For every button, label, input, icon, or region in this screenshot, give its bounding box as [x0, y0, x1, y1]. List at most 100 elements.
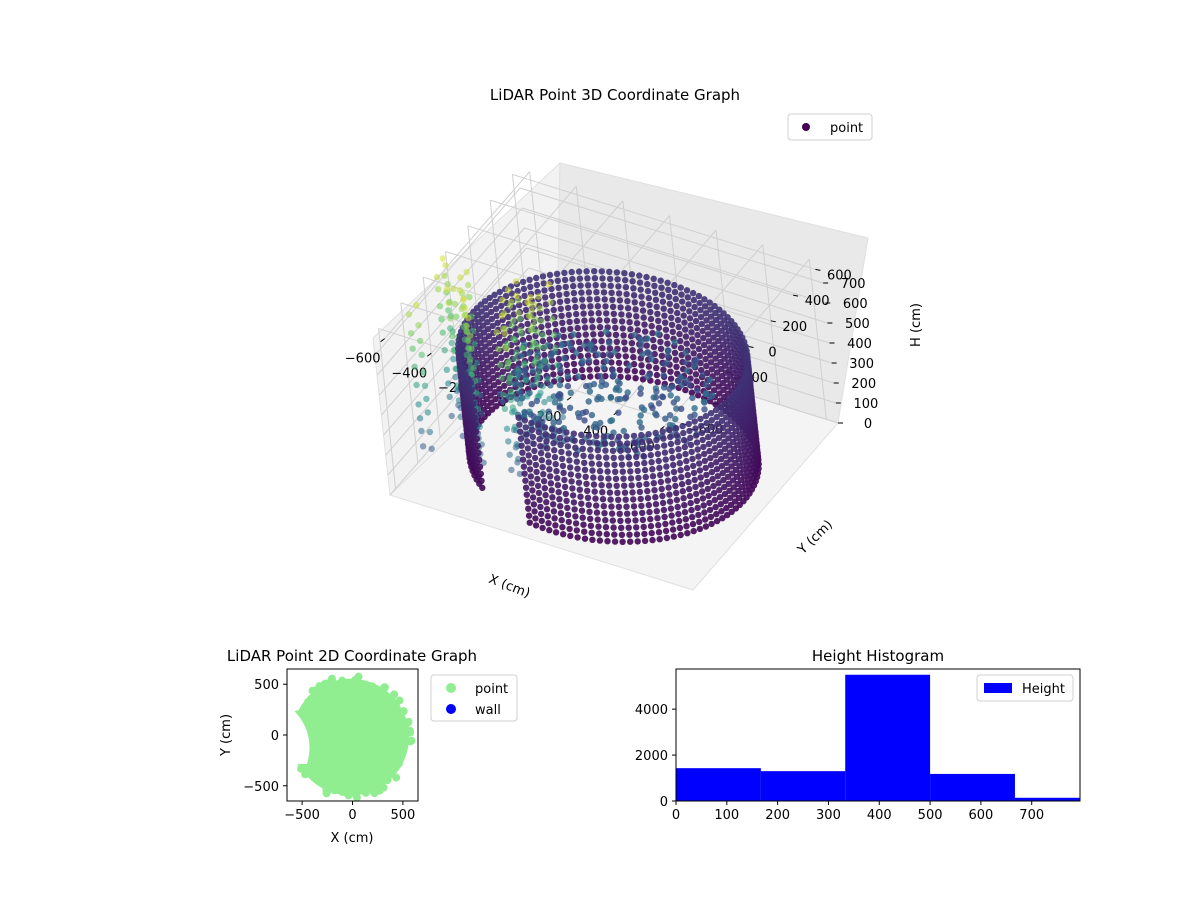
- legend2d-wall-marker: [446, 704, 456, 714]
- tick-label-z: 500: [845, 317, 870, 332]
- histogram-title: Height Histogram: [812, 647, 944, 665]
- point-3d: [721, 483, 728, 491]
- point-3d: [520, 361, 528, 368]
- point-3d: [553, 270, 561, 277]
- tick-label-z: 100: [853, 397, 878, 412]
- point-3d: [668, 314, 675, 321]
- point-3d: [557, 503, 564, 510]
- point-3d: [557, 441, 564, 449]
- point-3d: [559, 326, 567, 333]
- point-3d: [696, 467, 704, 474]
- point-3d: [665, 484, 672, 491]
- point-3d: [603, 461, 611, 468]
- point-3d: [698, 366, 705, 374]
- point-3d: [561, 483, 569, 491]
- point-3d: [624, 389, 631, 396]
- tick-label-2d-x: 0: [348, 808, 356, 823]
- point-3d: [672, 356, 679, 363]
- point-3d: [581, 317, 588, 324]
- point-3d: [586, 382, 593, 389]
- point-3d: [594, 447, 601, 454]
- point-3d: [663, 333, 670, 340]
- point-3d: [602, 517, 609, 524]
- point-3d: [565, 518, 572, 526]
- point-3d: [585, 501, 592, 508]
- point-3d: [653, 436, 660, 444]
- point-3d: [548, 487, 555, 494]
- point-2d: [406, 728, 415, 737]
- point-3d: [648, 322, 655, 330]
- point-3d: [574, 534, 581, 541]
- point-3d: [473, 428, 480, 435]
- point-3d: [656, 464, 663, 472]
- legend2d-point-marker: [446, 683, 456, 693]
- point-3d: [516, 421, 523, 428]
- point-3d: [658, 352, 666, 359]
- histogram-legend-swatch: [984, 683, 1012, 693]
- point-3d: [533, 380, 540, 387]
- point-3d: [681, 502, 688, 509]
- point-3d: [542, 492, 549, 499]
- point-3d: [615, 283, 622, 290]
- point-3d: [558, 341, 565, 349]
- point-3d: [581, 466, 589, 473]
- point-3d: [680, 312, 687, 319]
- point-3d: [598, 395, 605, 402]
- point-3d: [493, 312, 500, 319]
- point-3d: [621, 395, 629, 402]
- point-2d: [406, 737, 415, 746]
- point-3d: [535, 429, 543, 436]
- scatter2d-chart: LiDAR Point 2D Coordinate Graph −500 0 500…: [219, 647, 518, 846]
- point-3d: [618, 461, 626, 468]
- point-3d: [572, 520, 580, 527]
- point-3d: [701, 303, 709, 310]
- point-3d: [515, 414, 522, 421]
- point-3d: [607, 394, 614, 401]
- point-3d: [596, 317, 603, 324]
- point-3d: [508, 298, 515, 306]
- point-3d: [552, 461, 559, 468]
- point-3d: [531, 447, 538, 455]
- tick-label-z: 200: [851, 377, 876, 392]
- point-3d: [651, 487, 658, 494]
- point-3d: [706, 499, 713, 507]
- chart3d-ylabel: Y (cm): [795, 517, 836, 558]
- point-3d: [581, 417, 588, 424]
- point-3d: [646, 445, 654, 452]
- point-3d: [564, 382, 572, 390]
- point-3d: [557, 366, 564, 373]
- point-3d: [707, 513, 715, 521]
- point-3d: [701, 348, 708, 356]
- point-3d: [576, 275, 584, 282]
- point-3d: [649, 536, 656, 544]
- point-3d: [691, 476, 698, 484]
- point-3d: [707, 454, 714, 462]
- point-3d: [609, 296, 616, 303]
- point-3d: [526, 466, 534, 473]
- point-3d: [727, 501, 735, 508]
- point-3d: [687, 322, 694, 329]
- point-3d: [682, 359, 689, 366]
- point-3d: [659, 393, 666, 400]
- point-3d: [444, 286, 451, 293]
- point-3d: [722, 452, 729, 459]
- point-3d: [667, 433, 674, 441]
- point-3d: [512, 278, 520, 285]
- point-3d: [555, 418, 563, 425]
- grid-z-right: [524, 227, 828, 324]
- point-3d: [615, 359, 623, 366]
- point-3d: [626, 531, 633, 538]
- point-3d: [596, 530, 603, 537]
- point-3d: [602, 373, 609, 380]
- point-3d: [618, 311, 625, 318]
- point-3d: [661, 449, 669, 456]
- point-3d: [720, 431, 727, 438]
- point-3d: [534, 482, 542, 490]
- point-3d: [609, 372, 616, 380]
- chart3d-legend: point: [787, 113, 873, 141]
- point-3d: [697, 306, 704, 314]
- point-3d: [449, 332, 456, 340]
- point-3d: [486, 294, 493, 302]
- point-3d: [714, 376, 721, 383]
